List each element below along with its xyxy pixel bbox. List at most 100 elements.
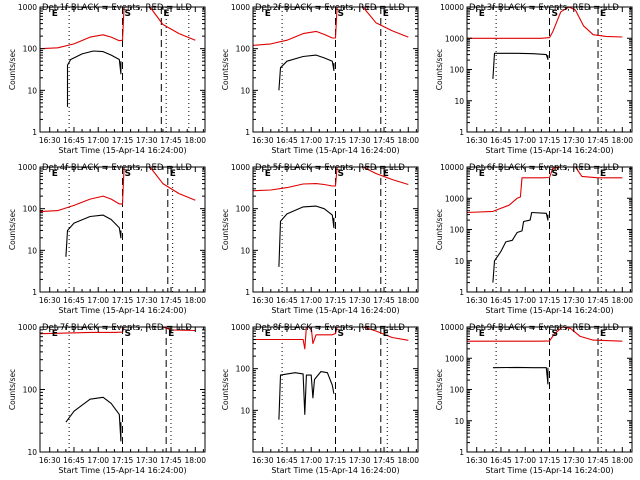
marker-label: E: [163, 9, 169, 19]
y-tick-label: 1: [245, 288, 250, 297]
x-tick-label: 18:00: [611, 296, 633, 305]
marker-label: E: [265, 169, 271, 179]
x-tick-label: 17:00: [87, 136, 109, 145]
x-tick-label: 18:00: [397, 296, 419, 305]
y-tick-label: 100: [236, 45, 251, 54]
x-axis-title: Start Time (15-Apr-14 16:24:00): [485, 306, 613, 315]
plot-frame: [466, 326, 633, 453]
x-tick-label: 16:30: [39, 456, 61, 465]
y-tick-label: 10: [27, 86, 37, 95]
y-axis-title: Counts/sec: [8, 209, 17, 250]
x-axis-title: Start Time (15-Apr-14 16:24:00): [271, 466, 399, 475]
x-tick-label: 17:45: [587, 136, 609, 145]
x-tick-label: 17:00: [300, 136, 322, 145]
x-tick-label: 17:30: [563, 136, 585, 145]
x-tick-label: 17:45: [587, 296, 609, 305]
y-tick-label: 1000: [231, 323, 250, 332]
x-tick-label: 17:30: [349, 456, 371, 465]
y-axis-title: Counts/sec: [8, 369, 17, 410]
x-tick-label: 18:00: [184, 296, 206, 305]
x-tick-label: 16:30: [252, 456, 274, 465]
x-axis-title: Start Time (15-Apr-14 16:24:00): [271, 146, 399, 155]
series-lld-line: [252, 166, 409, 192]
x-tick-label: 16:45: [276, 296, 298, 305]
y-tick-label: 100: [450, 66, 465, 75]
chart-title: Det 4f BLACK = Events, RED = LLD: [42, 163, 192, 173]
x-tick-label: 16:45: [63, 456, 85, 465]
y-axis-title: Counts/sec: [8, 49, 17, 90]
x-tick-label: 17:45: [587, 456, 609, 465]
y-axis-title: Counts/sec: [221, 49, 230, 90]
y-tick-label: 1000: [18, 323, 37, 332]
marker-label: E: [52, 329, 58, 339]
chart-title: Det 9f BLACK = Events, RED = LLD: [469, 323, 619, 333]
x-tick-label: 17:15: [539, 136, 561, 145]
x-tick-label: 17:30: [136, 296, 158, 305]
series-lld-line: [253, 326, 409, 350]
y-tick-label: 1000: [18, 163, 37, 172]
marker-label: E: [168, 329, 174, 339]
marker-label: S: [338, 329, 344, 339]
x-tick-label: 16:45: [490, 296, 512, 305]
marker-label: S: [125, 169, 131, 179]
y-tick-label: 100: [23, 205, 38, 214]
x-tick-label: 17:00: [514, 136, 536, 145]
marker-label: E: [600, 169, 606, 179]
y-tick-label: 100: [23, 386, 38, 395]
marker-label: E: [479, 169, 485, 179]
x-tick-label: 17:15: [539, 296, 561, 305]
x-tick-label: 17:00: [300, 456, 322, 465]
chart-title: Det 2f BLACK = Events, RED = LLD: [255, 3, 405, 13]
marker-label: S: [125, 9, 131, 19]
x-tick-label: 16:30: [466, 456, 488, 465]
x-tick-label: 16:45: [276, 136, 298, 145]
y-axis-title: Counts/sec: [221, 369, 230, 410]
y-tick-label: 1: [245, 128, 250, 137]
marker-label: E: [52, 9, 58, 19]
x-tick-label: 16:30: [466, 136, 488, 145]
y-tick-label: 10: [454, 97, 464, 106]
y-tick-label: 10: [27, 448, 37, 457]
y-axis-title: Counts/sec: [435, 49, 444, 90]
marker-label: E: [52, 169, 58, 179]
y-tick-label: 10: [240, 86, 250, 95]
y-tick-label: 1: [459, 448, 464, 457]
plot-frame: [252, 326, 419, 453]
x-tick-label: 17:00: [514, 296, 536, 305]
chart-title: Det 3f BLACK = Events, RED = LLD: [469, 3, 619, 13]
series-lld-line: [39, 166, 196, 213]
x-tick-label: 17:00: [514, 456, 536, 465]
x-tick-label: 16:30: [252, 296, 274, 305]
x-tick-label: 17:15: [539, 456, 561, 465]
series-lld-line: [466, 166, 623, 214]
series-events-line: [278, 54, 335, 91]
plot-frame: [39, 166, 206, 293]
x-axis-title: Start Time (15-Apr-14 16:24:00): [58, 306, 186, 315]
marker-label: E: [383, 9, 389, 19]
y-tick-label: 10000: [440, 3, 464, 12]
plot-frame: [39, 6, 206, 133]
x-axis-title: Start Time (15-Apr-14 16:24:00): [271, 306, 399, 315]
y-tick-label: 100: [236, 365, 251, 374]
series-events-line: [65, 396, 122, 442]
x-tick-label: 18:00: [184, 136, 206, 145]
marker-label: E: [600, 9, 606, 19]
marker-label: S: [338, 169, 344, 179]
plot-frame: [39, 326, 206, 453]
y-tick-label: 1: [32, 288, 37, 297]
series-lld-line: [39, 6, 196, 50]
x-tick-label: 18:00: [397, 136, 419, 145]
y-tick-label: 10: [240, 246, 250, 255]
x-tick-label: 17:45: [373, 136, 395, 145]
x-tick-label: 16:45: [490, 136, 512, 145]
y-tick-label: 10: [27, 246, 37, 255]
x-tick-label: 17:15: [112, 296, 134, 305]
